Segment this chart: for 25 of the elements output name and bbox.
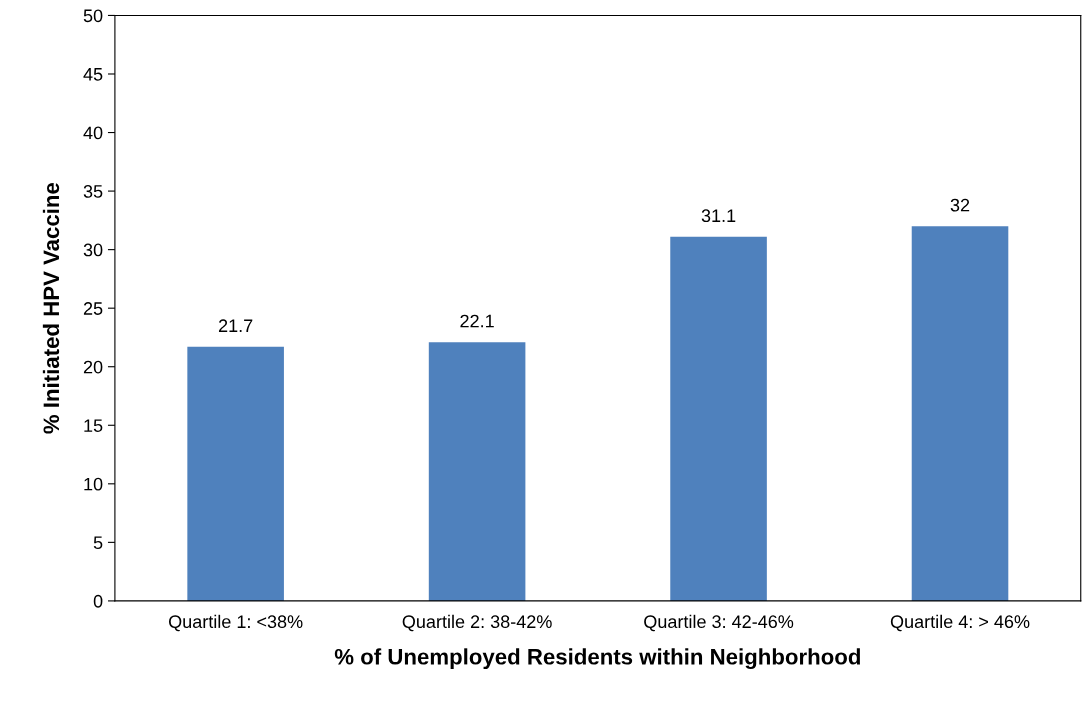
x-axis-title: % of Unemployed Residents within Neighborhood [334, 648, 860, 670]
y-tick-label: 30 [83, 243, 103, 257]
y-tick-label: 20 [83, 360, 103, 374]
y-tick-label: 0 [93, 594, 103, 608]
x-tick-label: Quartile 4: > 46% [890, 614, 1030, 632]
bar [670, 236, 767, 601]
x-tick-label: Quartile 3: 42-46% [644, 614, 794, 632]
bar [428, 342, 526, 601]
bar [187, 346, 284, 601]
data-label: 22.1 [460, 314, 494, 328]
y-tick-label: 35 [83, 185, 103, 198]
x-tick-label: Quartile 2: 38-42% [402, 614, 552, 632]
y-tick-label: 45 [83, 68, 103, 81]
bar [911, 226, 1009, 601]
y-tick-label: 10 [84, 477, 103, 491]
y-tick-label: 50 [83, 9, 103, 23]
y-tick-label: 15 [84, 419, 103, 432]
data-label: 21.7 [218, 319, 253, 332]
y-tick-label: 25 [83, 302, 103, 315]
data-label: 31.1 [701, 209, 736, 223]
data-label: 32 [950, 198, 970, 212]
y-tick-label: 5 [93, 536, 103, 550]
y-axis-title: % Initiated HPV Vaccine [42, 182, 60, 434]
y-tick-label: 40 [83, 126, 103, 140]
x-tick-label: Quartile 1: <38% [169, 614, 303, 632]
